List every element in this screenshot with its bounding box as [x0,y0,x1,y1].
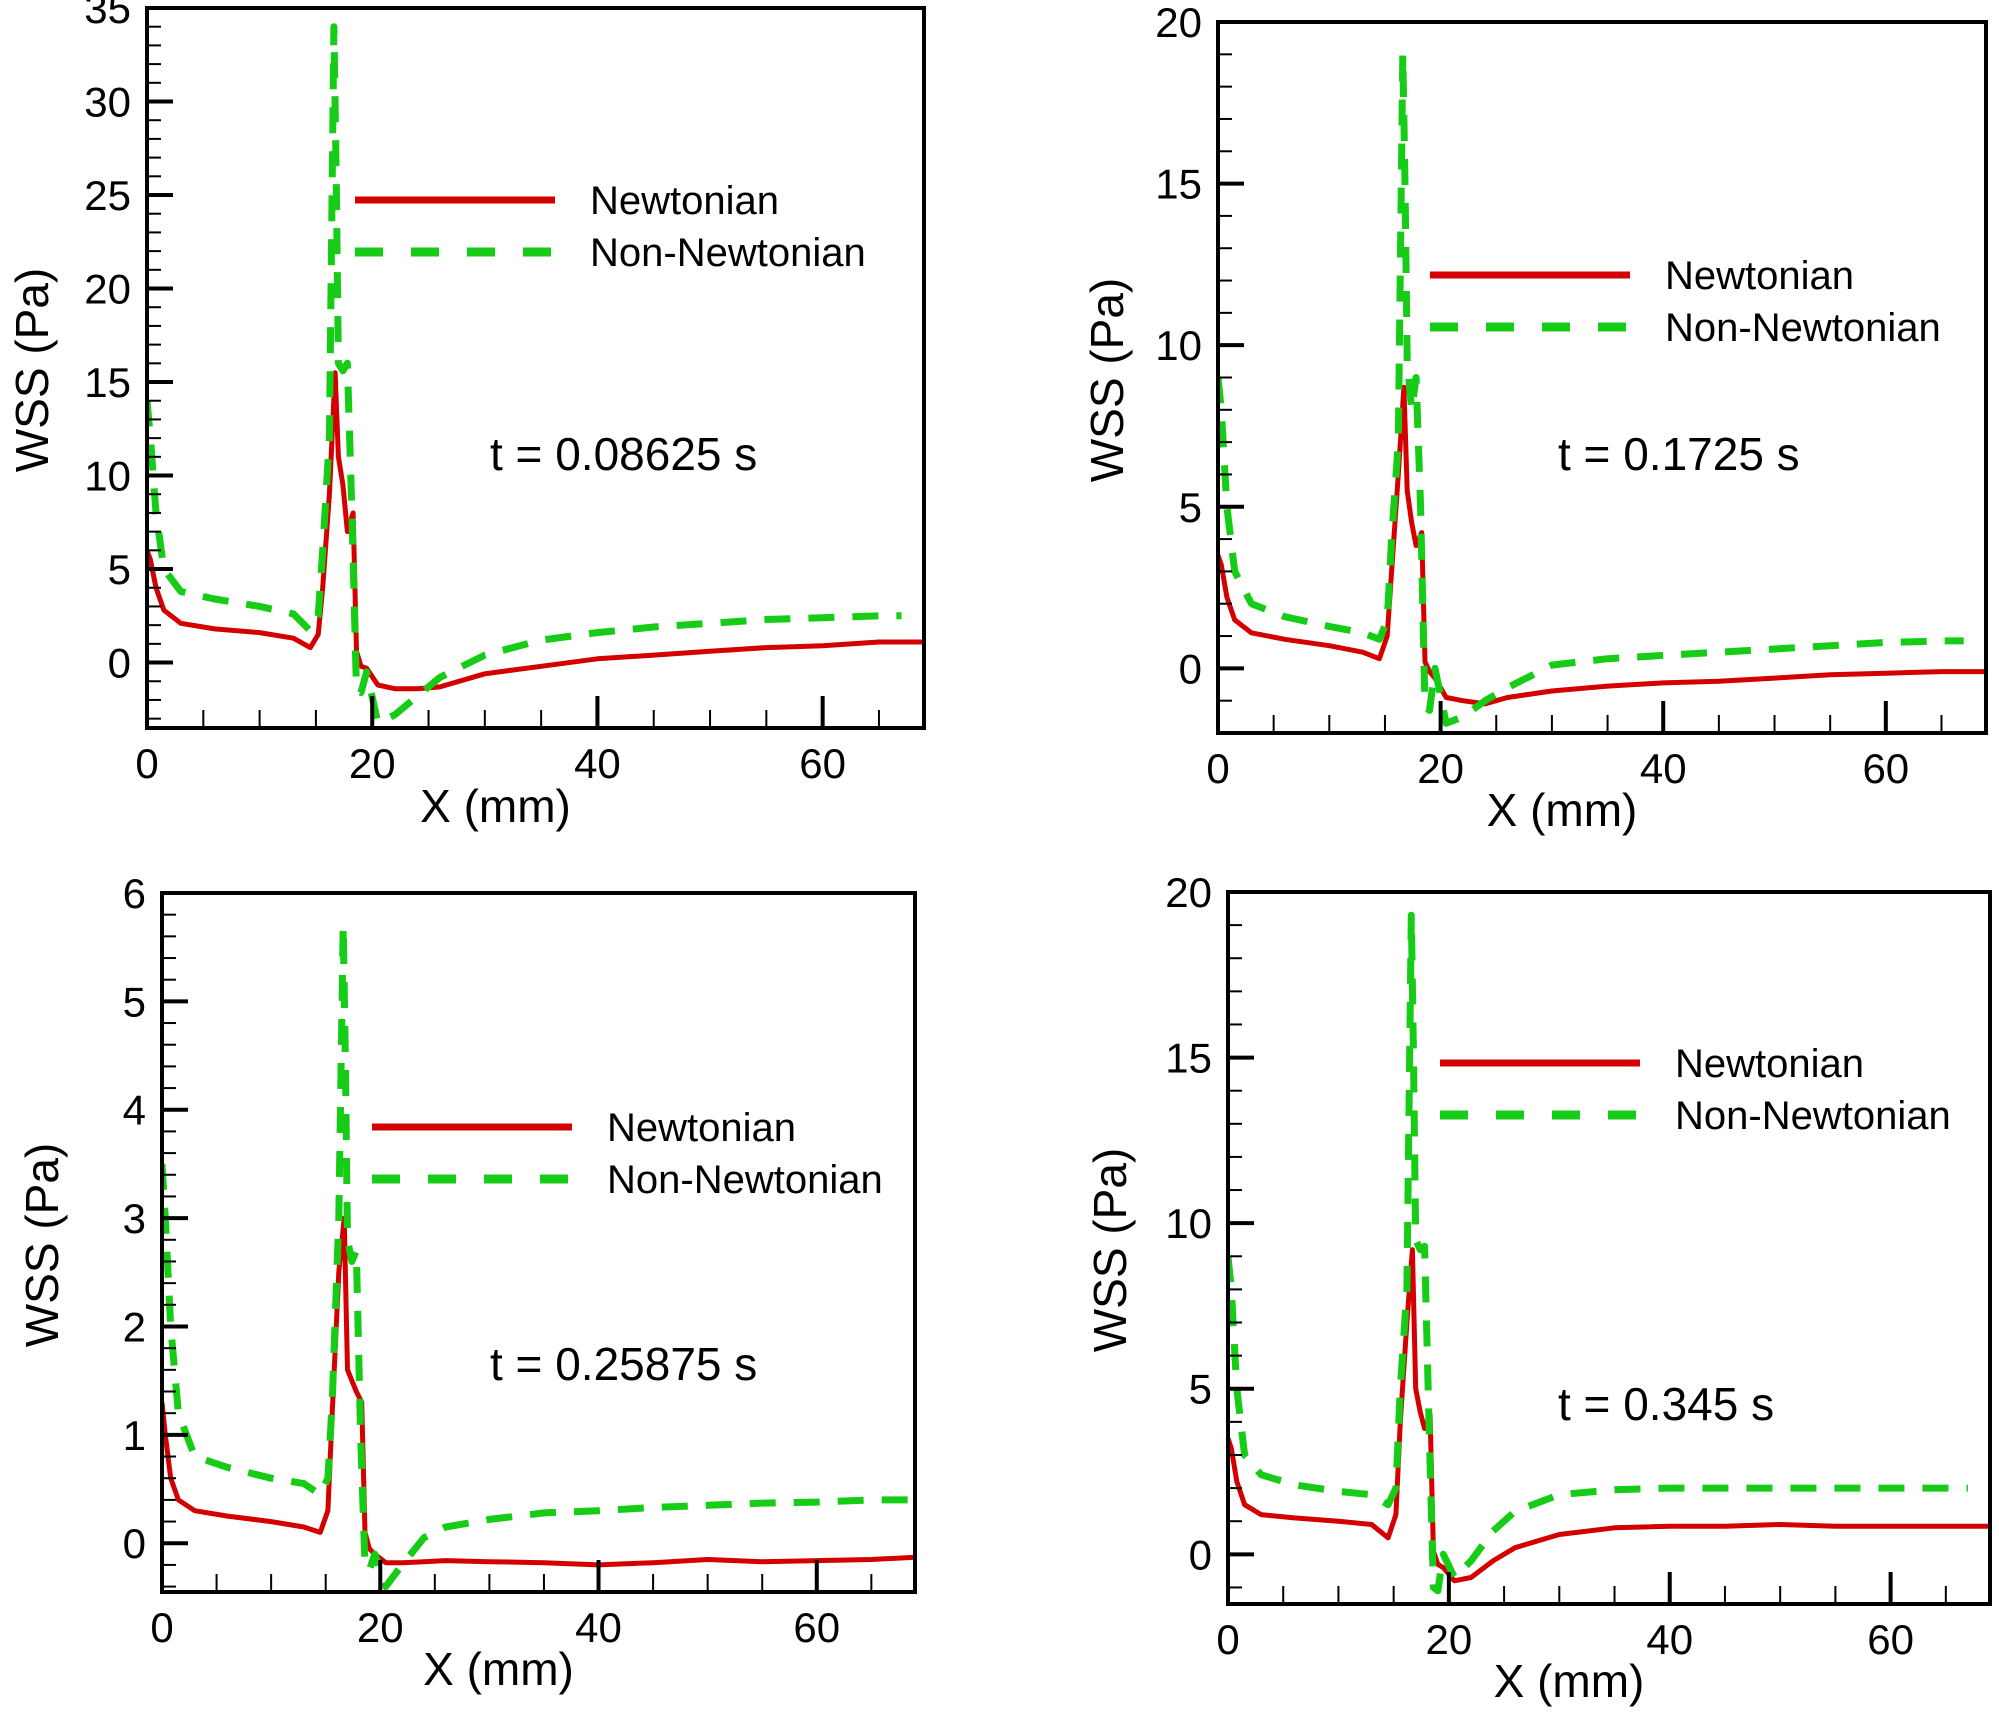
legend-label: Newtonian [607,1106,796,1150]
series-line-non-newtonian [1218,50,1964,727]
y-tick-label: 0 [1179,645,1202,692]
legend: Newtonian Non-Newtonian [1430,254,1941,350]
x-tick-label: 40 [1640,745,1687,792]
x-tick-label: 0 [135,740,158,787]
y-tick-label: 30 [84,79,131,126]
x-tick-label: 0 [150,1604,173,1651]
y-tick-label: 20 [84,266,131,313]
time-annotation: t = 0.345 s [1558,1378,1774,1430]
x-tick-label: 20 [357,1604,404,1651]
legend-label: Non-Newtonian [607,1158,883,1202]
legend: Newtonian Non-Newtonian [355,179,866,275]
plot-frame [160,891,917,1594]
x-tick-label: 20 [349,740,396,787]
y-axis-title: WSS (Pa) [1084,1148,1136,1352]
x-tick-label: 20 [1417,745,1464,792]
y-tick-label: 4 [123,1087,146,1134]
y-axis-title: WSS (Pa) [6,268,58,472]
y-tick-label: 15 [84,359,131,406]
y-tick-label: 20 [1155,0,1202,46]
chart-panel-4: 0 5 10 15 20 0 20 40 60 X (mm) WSS (Pa) Newtonian No… [1084,869,1992,1707]
y-tick-label: 20 [1165,869,1212,916]
plot-frame [1226,890,1992,1606]
time-annotation: t = 0.1725 s [1558,428,1800,480]
time-annotation: t = 0.25875 s [490,1338,757,1390]
x-axis-title: X (mm) [1494,1655,1645,1707]
y-tick-label: 10 [1165,1200,1212,1247]
plot-area [147,23,924,726]
x-axis-title: X (mm) [420,780,571,832]
y-tick-label: 0 [1189,1531,1212,1578]
plot-frame [145,6,926,730]
chart-panel-1: 0 5 10 15 20 25 30 35 0 20 40 60 X (mm) WSS (Pa) Newto… [6,0,926,832]
y-tick-label: 35 [84,0,131,32]
y-tick-label: 5 [1179,484,1202,531]
y-tick-label: 0 [108,640,131,687]
y-tick-label: 15 [1165,1035,1212,1082]
x-tick-label: 40 [1646,1616,1693,1663]
legend-label: Newtonian [1675,1042,1864,1086]
x-tick-label: 60 [799,740,846,787]
legend-label: Non-Newtonian [1675,1094,1951,1138]
series-line-newtonian [1218,384,1986,707]
y-tick-label: 6 [123,870,146,917]
legend-label: Non-Newtonian [590,231,866,275]
x-tick-label: 0 [1216,1616,1239,1663]
x-tick-label: 40 [574,740,621,787]
y-tick-label: 2 [123,1303,146,1350]
x-tick-label: 60 [793,1604,840,1651]
y-tick-label: 10 [84,453,131,500]
y-tick-label: 10 [1155,322,1202,369]
legend: Newtonian Non-Newtonian [372,1106,883,1202]
x-axis-title: X (mm) [423,1643,574,1695]
y-axis-title: WSS (Pa) [16,1143,68,1347]
legend-label: Newtonian [590,179,779,223]
y-tick-label: 1 [123,1412,146,1459]
y-tick-label: 5 [123,978,146,1025]
plot-area [1228,911,1990,1595]
series-line-newtonian [147,370,924,692]
x-tick-label: 60 [1862,745,1909,792]
x-tick-label: 0 [1206,745,1229,792]
x-tick-label: 40 [575,1604,622,1651]
legend-label: Non-Newtonian [1665,306,1941,350]
plot-area [1218,50,1986,727]
x-tick-label: 60 [1867,1616,1914,1663]
series-line-non-newtonian [147,23,902,726]
legend: Newtonian Non-Newtonian [1440,1042,1951,1138]
series-line-non-newtonian [162,922,915,1591]
y-tick-label: 5 [108,546,131,593]
y-tick-label: 3 [123,1195,146,1242]
time-annotation: t = 0.08625 s [490,428,757,480]
plot-area [162,922,915,1591]
chart-panel-2: 0 5 10 15 20 0 20 40 60 X (mm) WSS (Pa) Newtonian No… [1081,0,1988,836]
y-tick-label: 15 [1155,161,1202,208]
y-axis-title: WSS (Pa) [1081,278,1133,482]
legend-label: Newtonian [1665,254,1854,298]
y-tick-label: 0 [123,1520,146,1567]
series-line-non-newtonian [1228,911,1968,1595]
y-tick-label: 5 [1189,1366,1212,1413]
x-tick-label: 20 [1426,1616,1473,1663]
y-tick-label: 25 [84,172,131,219]
x-axis-title: X (mm) [1487,784,1638,836]
